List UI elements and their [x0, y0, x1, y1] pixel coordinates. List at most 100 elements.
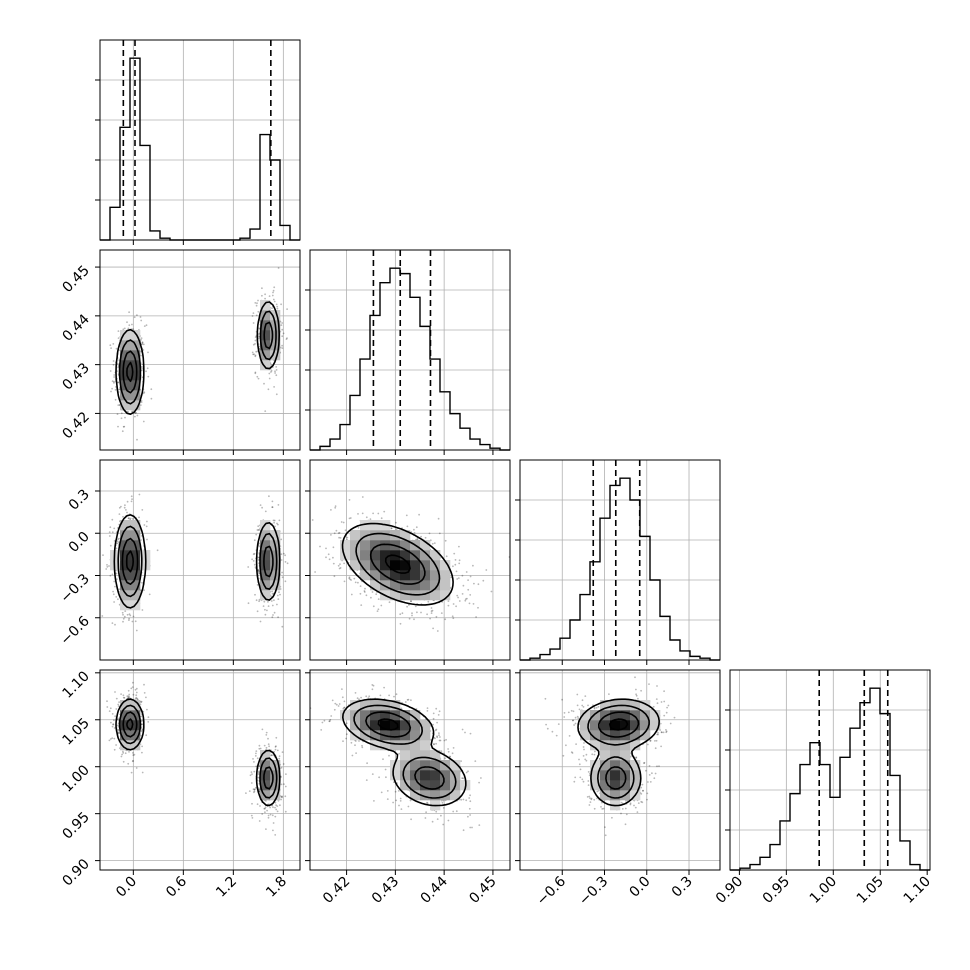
sample-point — [259, 504, 262, 506]
density-cell — [120, 330, 131, 341]
sample-point — [117, 728, 119, 731]
sample-point — [383, 510, 386, 513]
sample-point — [140, 700, 143, 703]
sample-point — [141, 343, 144, 345]
sample-point — [122, 613, 124, 616]
density-cell — [370, 560, 381, 571]
sample-point — [462, 829, 465, 832]
density-cell — [420, 770, 431, 781]
density-cell — [390, 580, 401, 591]
sample-point — [247, 566, 250, 568]
sample-point — [284, 580, 287, 583]
sample-point — [256, 584, 259, 586]
sample-point — [115, 347, 118, 350]
sample-point — [271, 506, 274, 508]
density-cell — [270, 580, 281, 591]
sample-point — [420, 535, 422, 538]
sample-point — [147, 721, 150, 723]
sample-point — [127, 689, 130, 692]
sample-point — [264, 608, 266, 611]
sample-point — [472, 603, 475, 605]
sample-point — [426, 710, 429, 712]
sample-point — [439, 739, 442, 742]
sample-point — [264, 811, 266, 814]
sample-point — [111, 737, 114, 739]
density-cell — [120, 350, 131, 361]
sample-point — [128, 696, 131, 699]
sample-point — [341, 688, 343, 690]
sample-point — [118, 506, 121, 509]
contour-line — [126, 718, 134, 731]
sample-point — [271, 616, 274, 619]
sample-point — [111, 725, 114, 728]
sample-point — [127, 410, 129, 413]
sample-point — [276, 810, 279, 813]
sample-point — [128, 693, 131, 696]
sample-point — [130, 500, 133, 503]
density-cell — [270, 310, 281, 321]
sample-point — [475, 616, 477, 618]
sample-point — [146, 708, 148, 711]
density-cell — [260, 560, 271, 571]
density-cell — [390, 720, 401, 731]
sample-point — [410, 699, 412, 702]
sample-point — [141, 723, 144, 726]
sample-point — [432, 712, 435, 715]
sample-point — [254, 372, 257, 375]
sample-point — [127, 327, 130, 330]
sample-point — [452, 603, 455, 605]
sample-point — [132, 681, 134, 684]
sample-point — [258, 529, 261, 531]
sample-point — [145, 525, 148, 528]
sample-point — [122, 694, 125, 697]
sample-point — [108, 531, 111, 533]
sample-point — [407, 698, 410, 701]
density-cell — [420, 730, 431, 741]
sample-point — [259, 620, 262, 623]
contour-line — [126, 361, 134, 383]
sample-point — [113, 719, 115, 722]
sample-point — [370, 596, 372, 599]
sample-point — [255, 599, 258, 602]
sample-point — [253, 563, 256, 566]
sample-point — [263, 382, 265, 385]
density-cell — [120, 390, 131, 401]
density-cell — [370, 520, 381, 531]
sample-point — [371, 688, 374, 691]
sample-point — [118, 588, 120, 591]
sample-point — [394, 790, 397, 793]
sample-point — [249, 774, 252, 777]
sample-point — [337, 532, 340, 535]
sample-point — [114, 691, 116, 693]
sample-point — [117, 470, 119, 472]
sample-point — [266, 809, 268, 812]
sample-point — [114, 585, 116, 588]
sample-point — [272, 289, 275, 292]
sample-point — [135, 687, 138, 690]
panel-frame — [99, 459, 301, 661]
sample-point — [132, 328, 135, 330]
sample-point — [431, 609, 434, 612]
sample-point — [276, 307, 279, 310]
sample-point — [472, 564, 474, 567]
sample-point — [356, 697, 359, 700]
density-cell — [440, 590, 451, 601]
y-tick-label: 0.95 — [59, 809, 92, 842]
sample-point — [281, 796, 283, 799]
sample-point — [273, 521, 275, 524]
sample-point — [413, 618, 415, 621]
density-cell — [380, 540, 391, 551]
sample-point — [128, 311, 131, 314]
sample-point — [120, 417, 123, 420]
sample-point — [123, 425, 126, 428]
sample-point — [126, 695, 129, 698]
sample-point — [145, 370, 147, 373]
sample-point — [386, 790, 389, 792]
sample-point — [368, 695, 371, 698]
sample-point — [469, 794, 471, 797]
sample-point — [117, 366, 120, 369]
sample-point — [134, 688, 137, 691]
sample-point — [248, 790, 251, 792]
sample-point — [275, 804, 277, 806]
sample-point — [339, 567, 342, 569]
